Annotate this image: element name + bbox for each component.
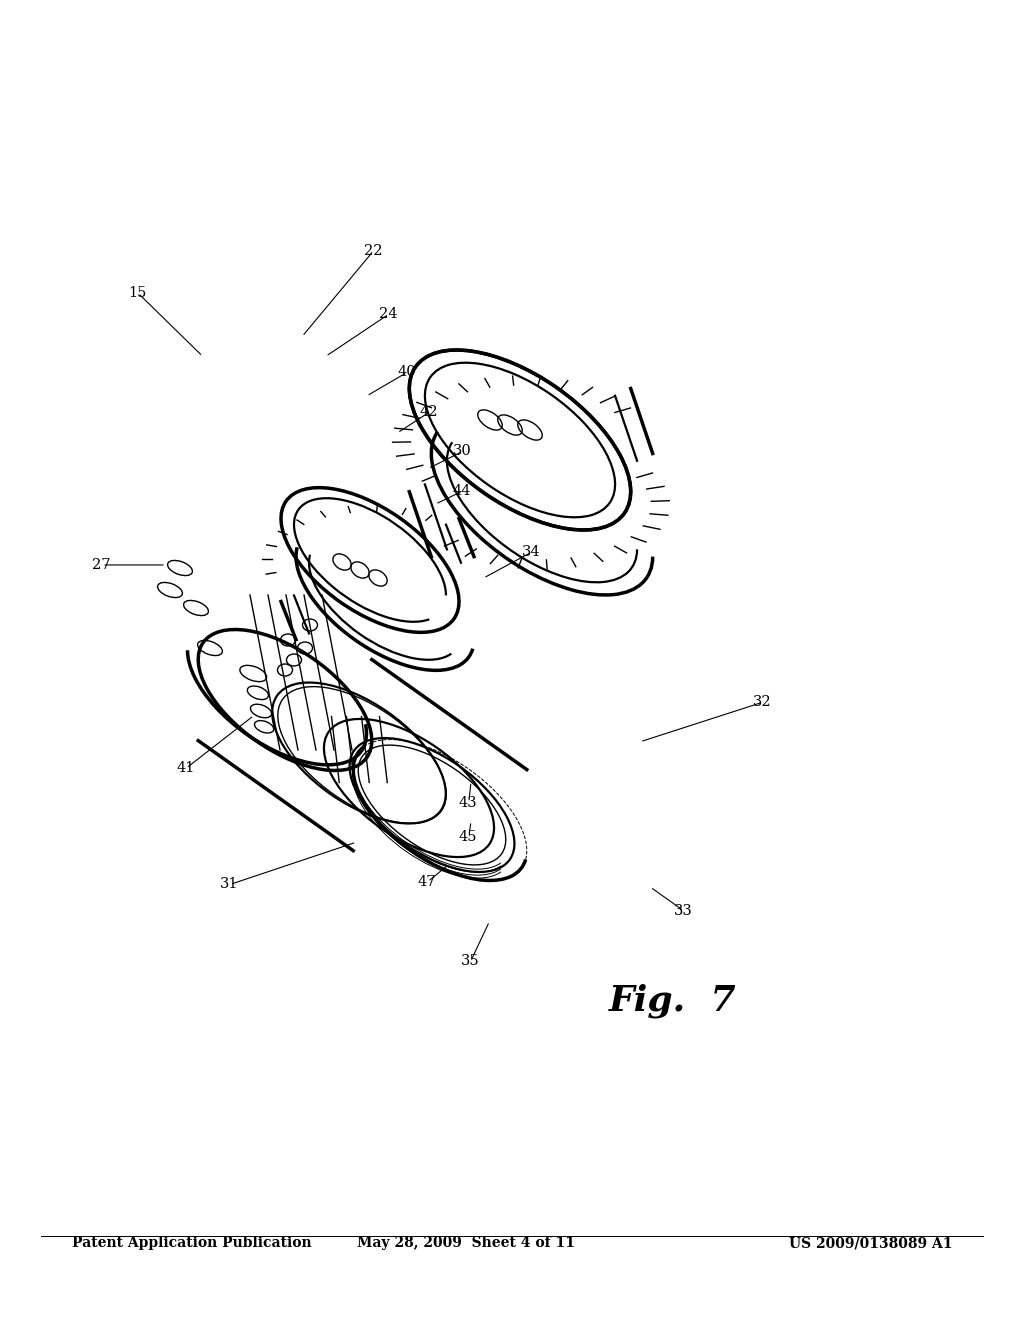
Text: 33: 33: [674, 904, 692, 917]
Text: 32: 32: [753, 696, 771, 709]
Text: US 2009/0138089 A1: US 2009/0138089 A1: [788, 1237, 952, 1250]
Text: 47: 47: [418, 875, 436, 888]
Text: 27: 27: [92, 558, 111, 572]
Text: 41: 41: [176, 762, 195, 775]
Text: 45: 45: [459, 830, 477, 843]
Text: May 28, 2009  Sheet 4 of 11: May 28, 2009 Sheet 4 of 11: [357, 1237, 574, 1250]
Text: 30: 30: [453, 445, 471, 458]
Text: 34: 34: [522, 545, 541, 558]
Ellipse shape: [281, 487, 459, 632]
Ellipse shape: [410, 350, 631, 531]
Text: 24: 24: [379, 308, 397, 321]
Text: 22: 22: [364, 244, 382, 257]
Text: 15: 15: [128, 286, 146, 300]
Text: 44: 44: [453, 484, 471, 498]
Text: 42: 42: [420, 405, 438, 418]
Text: 40: 40: [397, 366, 416, 379]
Text: 31: 31: [220, 878, 239, 891]
Text: Patent Application Publication: Patent Application Publication: [72, 1237, 311, 1250]
Text: 43: 43: [459, 796, 477, 809]
Text: 35: 35: [461, 954, 479, 968]
Text: Fig.  7: Fig. 7: [609, 983, 737, 1018]
